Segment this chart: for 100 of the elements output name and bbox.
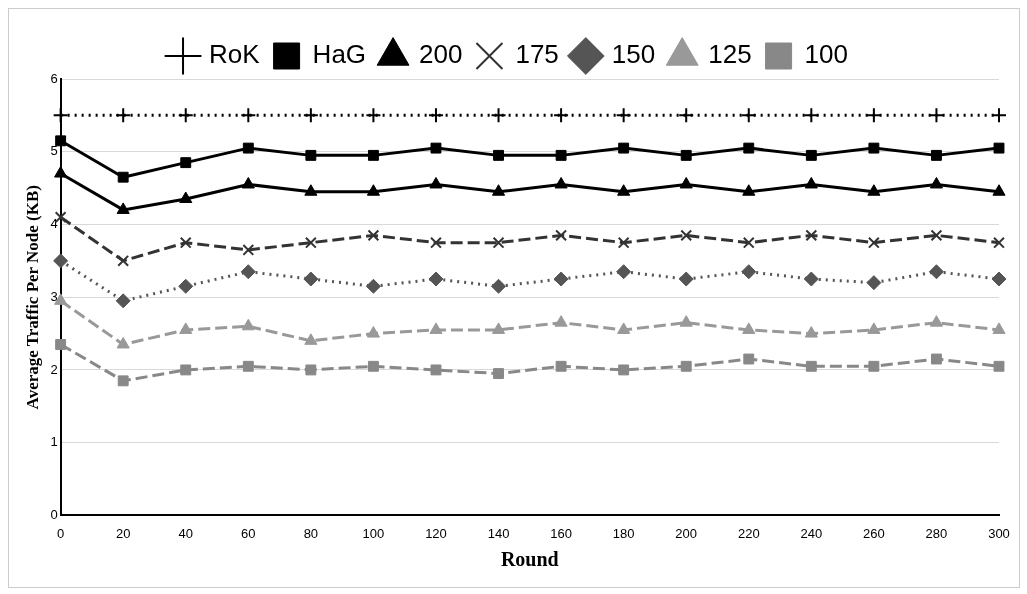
point <box>304 184 318 196</box>
point <box>680 229 693 242</box>
x-tick-label: 220 <box>737 525 760 541</box>
point <box>805 149 817 161</box>
point <box>366 326 380 338</box>
x-tick-label: 60 <box>241 525 256 541</box>
x-tick-label: 280 <box>925 525 948 541</box>
point <box>492 236 505 249</box>
point <box>242 360 254 372</box>
x-tick-label: 260 <box>863 525 885 541</box>
point <box>804 176 818 189</box>
point <box>617 184 631 196</box>
point <box>742 236 755 249</box>
point <box>366 184 380 196</box>
point <box>617 236 630 249</box>
point <box>490 107 507 124</box>
point <box>868 142 880 154</box>
legend-label: 150 <box>611 39 656 70</box>
point <box>930 353 942 365</box>
point <box>53 253 69 269</box>
point <box>679 176 693 189</box>
point <box>429 322 443 334</box>
point <box>740 107 757 124</box>
point <box>555 360 567 372</box>
point <box>618 364 630 376</box>
point <box>555 149 567 161</box>
point <box>554 315 568 327</box>
point <box>54 166 68 178</box>
point <box>179 322 193 334</box>
point <box>365 278 381 294</box>
point <box>805 229 818 242</box>
point <box>678 107 695 124</box>
point <box>742 184 756 196</box>
point <box>804 326 818 338</box>
point <box>928 264 944 280</box>
point <box>367 229 380 242</box>
point <box>304 236 317 249</box>
point <box>180 364 192 376</box>
legend-label: 200 <box>419 39 463 70</box>
y-tick-label: 2 <box>50 361 58 377</box>
point <box>993 236 1005 249</box>
point <box>867 184 881 196</box>
y-tick-label: 0 <box>50 506 58 522</box>
point <box>365 107 382 124</box>
y-tick-label: 6 <box>50 70 58 86</box>
legend-label: 175 <box>515 39 559 70</box>
point <box>179 191 193 204</box>
x-tick-label: 120 <box>425 525 447 541</box>
point <box>180 157 192 169</box>
point <box>177 107 194 124</box>
point <box>429 176 443 189</box>
point <box>991 107 1007 124</box>
x-tick-label: 160 <box>550 525 572 541</box>
point <box>555 229 568 242</box>
point <box>117 254 130 267</box>
point <box>116 202 130 214</box>
point <box>116 336 130 349</box>
point <box>179 236 192 249</box>
y-tick-label: 3 <box>50 288 58 304</box>
y-tick-label: 5 <box>50 143 58 159</box>
point <box>679 315 693 327</box>
point <box>302 107 319 124</box>
point <box>553 271 569 287</box>
point <box>491 184 506 196</box>
point <box>803 271 819 287</box>
point <box>117 171 129 183</box>
point <box>304 333 318 345</box>
point <box>493 149 504 161</box>
point <box>743 353 755 365</box>
x-tick-label: 100 <box>362 525 385 541</box>
point <box>117 375 129 387</box>
legend-label: RoK <box>209 39 261 70</box>
point <box>115 293 131 309</box>
point <box>929 176 943 189</box>
point <box>992 184 1006 196</box>
y-axis-title: Average Traffic Per Node (KB) <box>22 185 42 410</box>
point <box>992 322 1006 334</box>
point <box>52 107 69 124</box>
point <box>430 364 442 376</box>
point <box>930 149 942 161</box>
point <box>554 176 568 189</box>
point <box>428 271 444 287</box>
point <box>55 135 67 147</box>
x-tick-label: 40 <box>178 525 193 541</box>
point <box>367 149 379 161</box>
point <box>680 360 692 372</box>
point <box>991 271 1007 287</box>
x-tick-label: 20 <box>115 525 131 541</box>
point <box>241 176 255 189</box>
point <box>803 107 820 124</box>
point <box>993 142 1005 154</box>
x-tick-label: 300 <box>988 525 1010 541</box>
legend-label: HaG <box>312 39 367 70</box>
point <box>303 271 319 287</box>
point <box>867 322 881 334</box>
point <box>615 107 632 124</box>
point <box>427 107 444 124</box>
point <box>741 264 757 280</box>
x-tick-label: 180 <box>612 525 635 541</box>
point <box>993 360 1005 372</box>
